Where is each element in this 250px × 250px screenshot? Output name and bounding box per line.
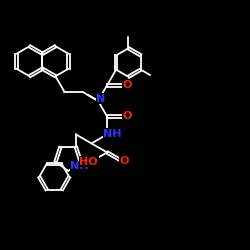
Text: O: O [120, 156, 129, 166]
Text: NH: NH [70, 161, 89, 171]
Text: O: O [122, 111, 132, 121]
Text: HO: HO [80, 157, 98, 167]
Text: N: N [96, 94, 106, 104]
Text: O: O [122, 80, 132, 90]
Text: NH: NH [103, 129, 122, 139]
